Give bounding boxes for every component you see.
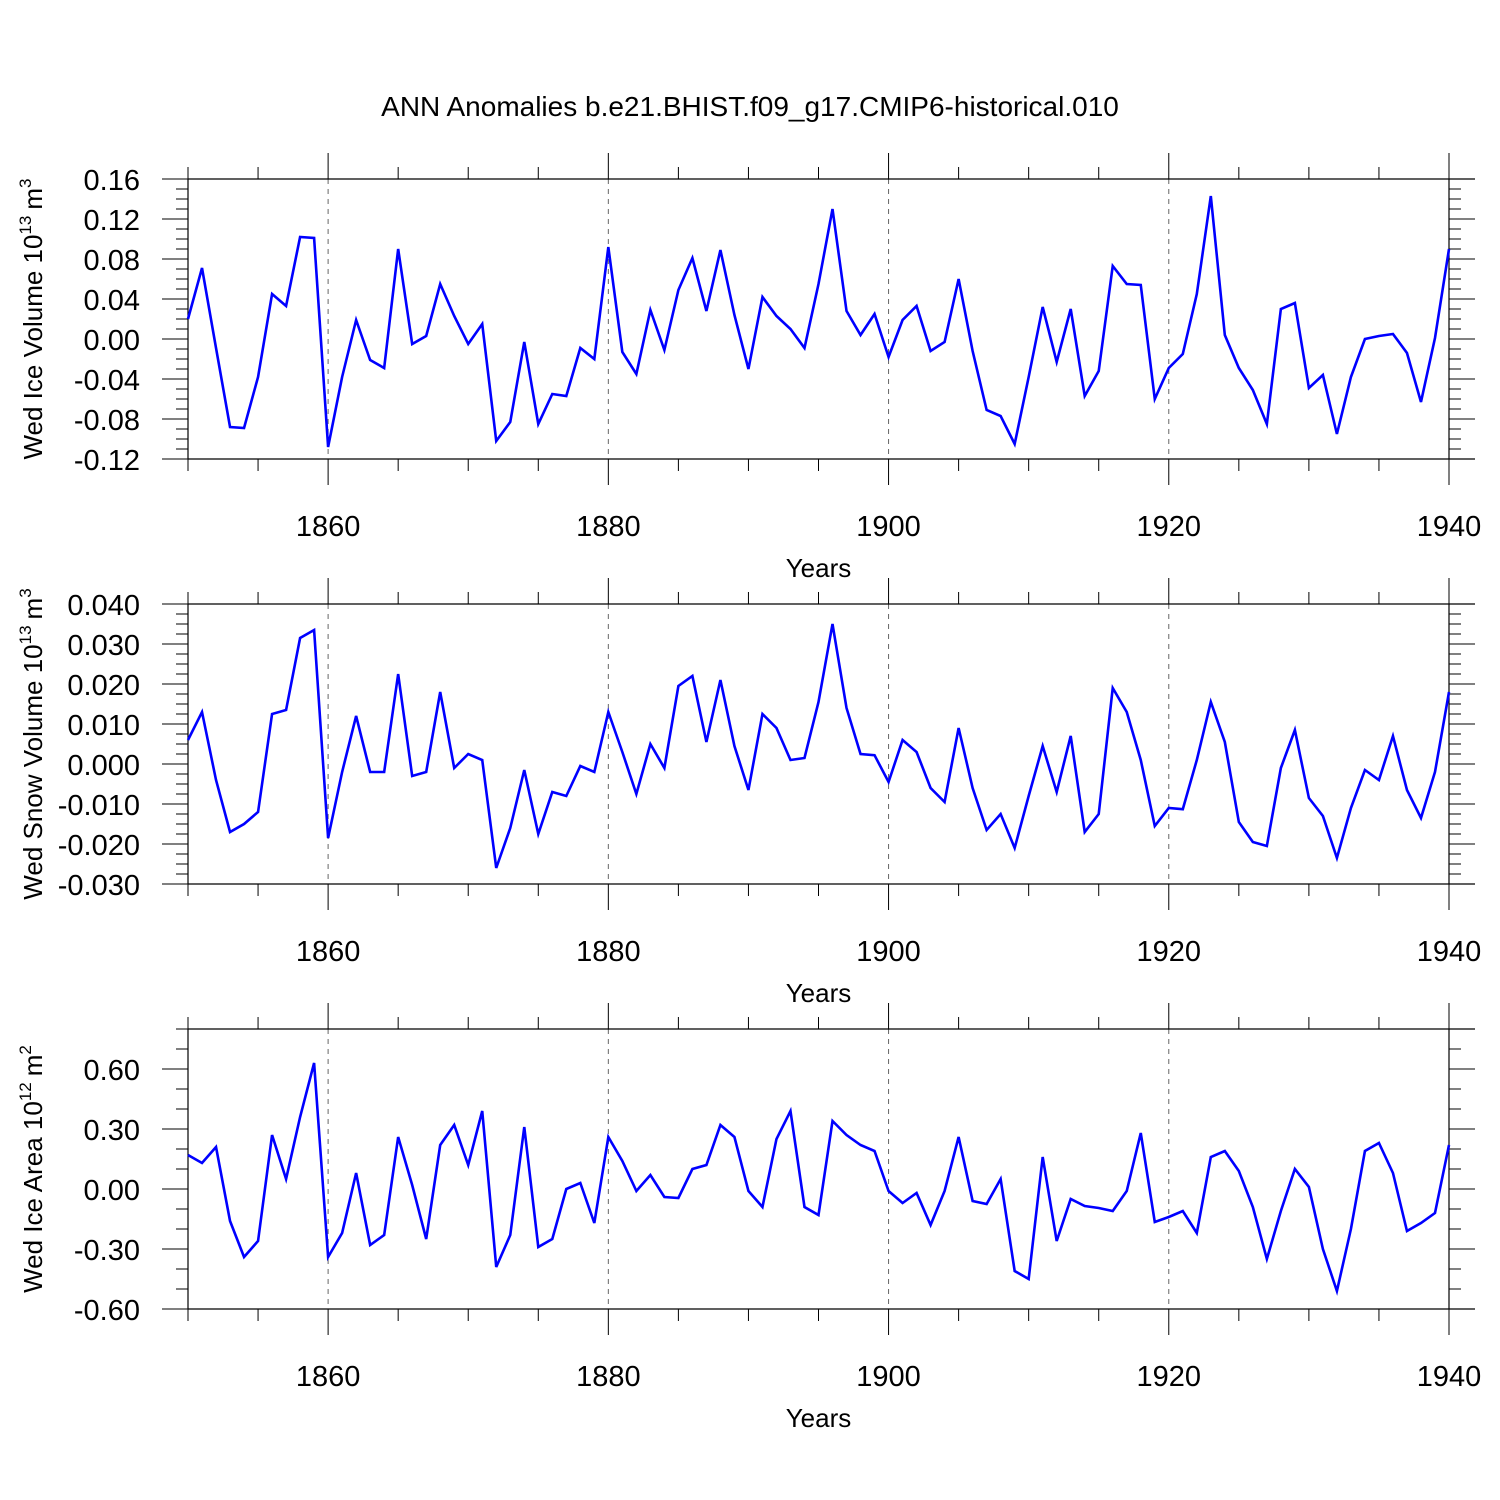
y-tick-label: 0.30 [84, 1115, 140, 1147]
x-axis-label: Years [786, 978, 852, 1008]
y-axis-label: Wed Ice Area 1012m2 [16, 1045, 48, 1293]
y-tick-label: -0.08 [74, 405, 140, 437]
y-tick-label: -0.030 [58, 870, 140, 902]
series-line [186, 623, 1451, 869]
x-tick-label: 1940 [1417, 511, 1482, 543]
y-tick-label: 0.000 [67, 750, 140, 782]
x-axis-label: Years [786, 1403, 852, 1433]
y-tick-label: -0.04 [74, 365, 140, 397]
x-tick-label: 1860 [296, 936, 361, 968]
ice-area-panel: -0.60 -0.30 0.00 0.30 0.60 1860 1880 1900 1920 19… [16, 1003, 1481, 1433]
x-axis-label: Years [786, 553, 852, 583]
y-tick-label: -0.30 [74, 1235, 140, 1267]
snow-volume-panel: -0.030 -0.020 -0.010 0.000 0.010 0.020 0.030 0.… [16, 578, 1481, 1008]
x-tick-label: 1880 [576, 1361, 641, 1393]
x-tick-label: 1920 [1137, 936, 1202, 968]
x-tick-label: 1940 [1417, 936, 1482, 968]
y-axis-label: Wed Snow Volume 1013m3 [16, 588, 48, 899]
x-tick-label: 1920 [1137, 1361, 1202, 1393]
x-tick-label: 1900 [856, 1361, 921, 1393]
y-tick-label: -0.12 [74, 445, 140, 477]
y-tick-label: 0.00 [84, 325, 140, 357]
x-tick-label: 1900 [856, 511, 921, 543]
x-tick-label: 1880 [576, 511, 641, 543]
series-line [187, 1062, 1451, 1296]
y-tick-label: 0.020 [67, 670, 140, 702]
y-tick-label: 0.04 [84, 285, 140, 317]
x-tick-label: 1920 [1137, 511, 1202, 543]
y-tick-label: 0.00 [84, 1175, 140, 1207]
y-tick-label: 0.010 [67, 710, 140, 742]
x-tick-label: 1880 [576, 936, 641, 968]
y-tick-label: 0.08 [84, 245, 140, 277]
y-tick-label: 0.60 [84, 1055, 140, 1087]
y-tick-label: 0.040 [67, 590, 140, 622]
x-tick-label: 1860 [296, 511, 361, 543]
x-tick-label: 1900 [856, 936, 921, 968]
y-tick-label: 0.12 [84, 205, 140, 237]
y-tick-label: 0.16 [84, 165, 140, 197]
figure-title: ANN Anomalies b.e21.BHIST.f09_g17.CMIP6-… [381, 91, 1119, 122]
series-line [186, 195, 1451, 448]
y-tick-label: -0.60 [74, 1295, 140, 1327]
x-tick-label: 1860 [296, 1361, 361, 1393]
y-tick-label: -0.010 [58, 790, 140, 822]
x-tick-label: 1940 [1417, 1361, 1482, 1393]
y-tick-label: 0.030 [67, 630, 140, 662]
ice-volume-panel: -0.12 -0.08 -0.04 0.00 0.04 0.08 0.12 0.16 1860 1… [16, 153, 1481, 583]
y-tick-label: -0.020 [58, 830, 140, 862]
y-axis-label: Wed Ice Volume 1013m3 [16, 178, 48, 459]
